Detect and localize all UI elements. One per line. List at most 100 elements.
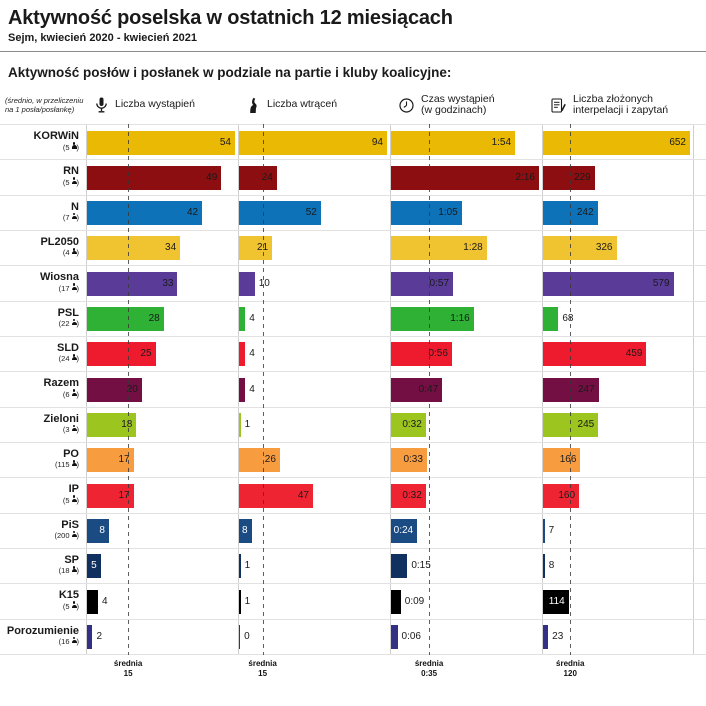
bar: 47 [239,483,313,508]
bar: 579 [543,271,674,296]
bar: 34 [87,236,181,261]
table-row: Wiosna (17) 33 10 0:57 579 [0,266,706,302]
bar-cell: 245 [542,407,694,442]
microphone-icon [96,97,107,113]
party-members: (17) [58,283,79,293]
bar-cell: 0:32 [390,407,542,442]
bar-value: 229 [573,171,591,183]
bar-value: 94 [371,136,383,148]
column-header-label: Liczba wystąpień [115,98,195,111]
average-line [262,124,264,655]
bar-value: 579 [652,277,670,289]
party-members: (7) [62,212,79,223]
party-label: Razem (6) [0,372,86,406]
average-word: średnia [113,659,143,668]
bar-value: 0:56 [428,348,448,360]
party-name: RN [63,165,79,178]
bar-cell: 0:15 [390,548,542,584]
person-icon [71,494,77,502]
chart: KORWiN (5) 54 94 1:54 652 RN (5) 49 24 2:16 229 N (7)… [0,124,706,678]
party-members: (200) [54,530,79,541]
party-label: PL2050 (4) [0,231,86,265]
average-word: średnia [414,659,444,668]
column-header-label2: interpelacji i zapytań [573,104,669,116]
bar: 1:16 [391,307,474,332]
bar-cell: 54 [86,125,238,160]
bar-cell: 42 [86,195,238,230]
party-members: (5) [62,494,79,505]
bar: 42 [87,201,203,226]
bar-cell: 326 [542,230,694,266]
average-line [128,124,130,655]
party-label: Wiosna (17) [0,266,86,300]
bar-value: 54 [219,136,231,148]
bar-value: 0:06 [401,631,421,643]
bar-value: 24 [261,171,273,183]
bar: 0:57 [391,271,454,296]
table-row: SLD (24) 25 4 0:56 459 [0,336,706,373]
bar-cell: 0:09 [390,584,542,619]
person-icon [71,459,77,467]
bar-value: 1:16 [450,313,470,325]
clock-icon [399,97,414,113]
note-line2: na 1 posła/posłankę) [5,105,75,114]
bar-cell: 21 [238,230,390,266]
bar-value: 0:57 [429,277,450,289]
bar-cell: 652 [542,125,694,160]
bar-cell: 579 [542,266,694,301]
bar-cell: 28 [86,301,238,336]
bar-value: 2:16 [515,171,535,183]
bar: 33 [87,271,178,296]
bar-cell: 24 [238,160,390,195]
bar: 0 [239,625,250,650]
bar: 652 [543,130,690,155]
bar-cell: 1 [238,584,390,619]
bar-cell: 94 [238,125,390,160]
bar-cell: 229 [542,160,694,195]
bar: 4 [87,589,108,614]
bar-value: 114 [548,595,565,607]
bar-value: 17 [118,489,130,501]
average-word: średnia [556,659,585,668]
bar-value: 5 [91,560,97,572]
bar-cell: 33 [86,266,238,301]
party-label: Porozumienie (16) [0,620,86,654]
bar: 1:54 [391,130,516,155]
bar-cell: 10 [238,266,390,301]
bar-cell: 17 [86,478,238,513]
bar: 1:28 [391,236,487,261]
bar-cell: 0:33 [390,442,542,478]
bar-value: 166 [559,454,577,466]
bar-value: 52 [305,207,317,219]
header-divider [0,51,706,52]
party-members: (22) [58,318,79,329]
bar: 0:06 [391,625,421,650]
bar: 0:32 [391,413,426,438]
average-line [429,124,431,655]
bar-cell: 1 [238,548,390,584]
bar-cell: 1:28 [390,230,542,266]
party-members: (24) [58,353,79,364]
bar-cell: 34 [86,230,238,266]
bar-cell: 49 [86,160,238,195]
bar-cell: 20 [86,372,238,407]
bar-value: 20 [126,383,138,395]
bar-value: 42 [186,207,199,219]
note-line1: (średnio, w przeliczeniu [5,96,84,105]
bar-value: 459 [625,348,643,360]
average-label: średnia 15 [248,659,276,678]
document-icon [551,97,566,113]
table-row: KORWiN (5) 54 94 1:54 652 [0,125,706,161]
party-name: KORWiN [33,130,79,142]
bar-value: 49 [206,171,218,183]
bar: 68 [543,307,573,332]
bar: 21 [239,236,273,261]
bar: 17 [87,448,134,473]
person-icon [71,141,77,149]
bar: 229 [543,165,595,190]
average-value: 0:35 [421,668,438,678]
column-header-speeches: Liczba wystąpień [86,97,238,113]
bar-value: 28 [148,313,160,325]
person-icon [71,565,77,573]
bar-value: 8 [99,525,105,537]
